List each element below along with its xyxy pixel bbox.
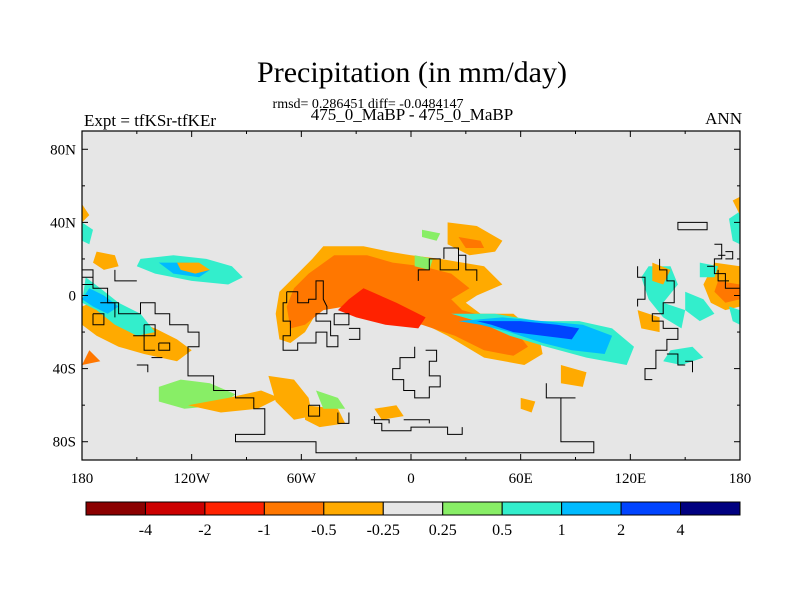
contour-region [685, 291, 715, 322]
colorbar: -4 -2 -1 -0.5 -0.25 0.25 0.5 1 2 4 [85, 501, 741, 539]
contour-region [268, 375, 313, 420]
chart-stats-line: rmsd= 0.286451 diff= -0.0484147 [273, 97, 464, 112]
x-tick-label: 120E [614, 471, 646, 487]
contour-region [732, 196, 740, 216]
y-axis: 80N 40N 0 40S 80S [50, 142, 740, 451]
contour-regions [82, 196, 740, 428]
y-tick-label: 0 [69, 289, 77, 305]
contour-region [663, 346, 704, 365]
coastline-segment [333, 313, 350, 326]
colorbar-label: -4 [139, 522, 152, 539]
contour-region [422, 229, 441, 241]
colorbar-label: 1 [558, 522, 566, 539]
colorbar-label: 0.25 [429, 522, 457, 539]
colorbar-box [382, 501, 444, 516]
coastline-segment [717, 269, 729, 282]
contour-region [374, 405, 404, 420]
coastline-segment [82, 269, 94, 285]
y-tick-label: 80S [53, 435, 76, 451]
coastline-segment [136, 364, 149, 373]
coastline-segment [143, 324, 156, 337]
x-tick-label: 60E [509, 471, 533, 487]
coastlines [82, 221, 740, 454]
coastline-segment [443, 247, 459, 259]
coastline-segment [685, 360, 693, 373]
contour-region [458, 237, 485, 248]
contour-region [82, 204, 90, 223]
coastline-segment [677, 221, 708, 231]
coastline-segment [725, 251, 734, 260]
contour-region [337, 288, 426, 329]
contour-region [82, 222, 93, 245]
colorbar-label: -0.5 [311, 522, 336, 539]
coastline-segment [644, 258, 679, 381]
colorbar-box [263, 501, 325, 516]
coastline-segment [417, 254, 478, 281]
colorbar-box [442, 501, 503, 516]
colorbar-label: -2 [198, 522, 211, 539]
chart-subtitle: 475_0_MaBP - 475_0_MaBP [311, 105, 513, 124]
chart-right-label: ANN [705, 109, 742, 128]
colorbar-label: -1 [258, 522, 271, 539]
coastline-segment [637, 266, 646, 307]
y-tick-label: 40S [53, 362, 76, 378]
x-axis: 180 120W 60W 0 60E 120E 180 [71, 131, 752, 487]
coastline-segment [348, 327, 361, 340]
coastline-segment [100, 302, 116, 318]
coastline-segment [373, 416, 463, 435]
colorbar-label: 2 [617, 522, 625, 539]
colorbar-box [620, 501, 682, 516]
coastline-segment [82, 276, 595, 454]
contour-region [729, 211, 740, 245]
contour-region [305, 405, 346, 428]
coastline-segment [308, 404, 321, 417]
colorbar-box [501, 501, 563, 516]
contour-region [316, 390, 346, 409]
contour-region [82, 350, 101, 365]
coastline-segment [392, 346, 441, 399]
x-tick-label: 60W [287, 471, 317, 487]
coastline-segment [114, 269, 137, 282]
x-tick-label: 180 [71, 471, 94, 487]
contour-region [414, 255, 433, 270]
colorbar-box [680, 501, 741, 516]
coastline-segment [92, 313, 105, 326]
contour-region [447, 222, 503, 256]
contour-region [476, 321, 580, 340]
chart-title: Precipitation (in mm/day) [257, 56, 567, 89]
coastline-segment [337, 412, 350, 424]
contour-region [637, 310, 660, 333]
coastline-segment [158, 342, 171, 351]
y-tick-label: 80N [50, 142, 76, 158]
x-tick-label: 120W [173, 471, 211, 487]
contour-region [82, 288, 119, 314]
contour-region [714, 280, 740, 303]
contour-region [652, 262, 671, 285]
colorbar-box [561, 501, 622, 516]
chart-left-label: Expt = tfKSr-tfKEr [84, 111, 216, 130]
contour-region [729, 306, 740, 325]
x-tick-label: 0 [407, 471, 415, 487]
colorbar-box [323, 501, 384, 516]
contour-region [560, 365, 587, 387]
coastline-segment [282, 280, 339, 351]
coastline-segment [403, 419, 430, 424]
contour-region [188, 390, 280, 413]
colorbar-label: -0.25 [367, 522, 400, 539]
coastline-segment [370, 419, 390, 424]
colorbar-label: 0.5 [492, 522, 512, 539]
contour-region [177, 262, 210, 274]
colorbar-box [85, 501, 146, 516]
contour-region [286, 255, 528, 356]
colorbar-box [204, 501, 265, 516]
y-tick-label: 40N [50, 215, 76, 231]
coastline-segment [133, 335, 156, 351]
colorbar-box [144, 501, 206, 516]
contour-region [520, 397, 536, 413]
coastline-segment [666, 353, 686, 366]
contour-region [93, 251, 119, 270]
colorbar-label: 4 [677, 522, 685, 539]
x-tick-label: 180 [729, 471, 752, 487]
